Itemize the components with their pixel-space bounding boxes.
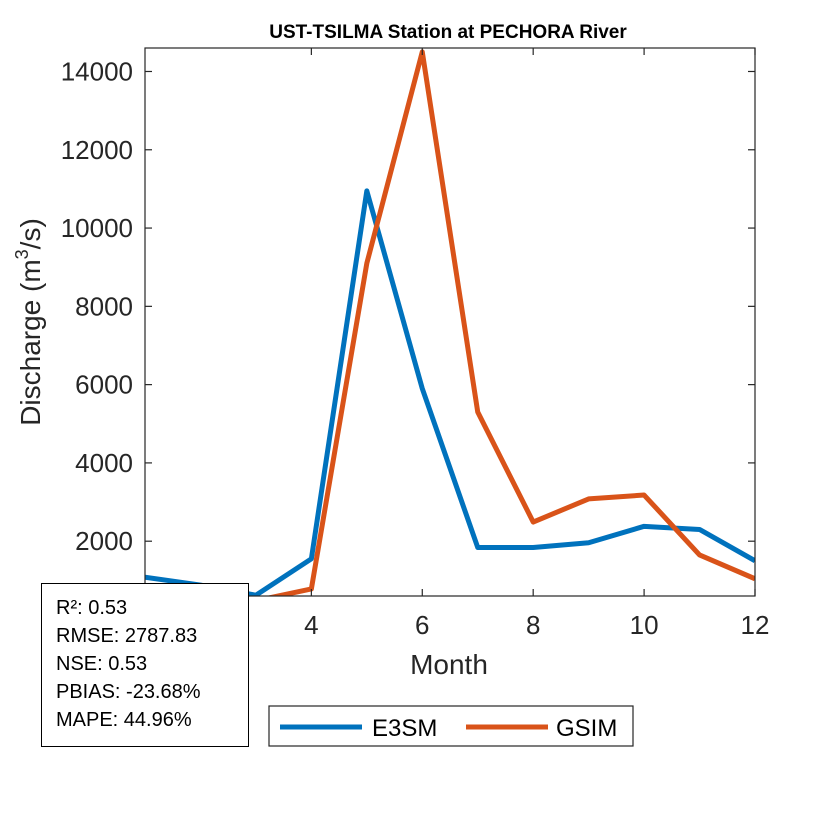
y-tick-label-8000: 8000: [75, 291, 133, 321]
stats-box: R²: 0.53 RMSE: 2787.83 NSE: 0.53 PBIAS: …: [41, 583, 249, 747]
x-tick-label-6: 6: [415, 610, 429, 640]
y-axis-label-main: Discharge (m: [15, 259, 46, 425]
stat-nse: NSE: 0.53: [56, 653, 148, 675]
stat-rmse: RMSE: 2787.83: [56, 625, 198, 647]
y-tick-label-6000: 6000: [75, 370, 133, 400]
x-axis-label: Month: [410, 649, 488, 680]
legend-label-gsim: GSIM: [556, 715, 617, 742]
y-tick-label-2000: 2000: [75, 526, 133, 556]
series-line-e3sm: [145, 188, 755, 596]
stat-mape: MAPE: 44.96%: [56, 709, 192, 731]
series-line-gsim: [266, 49, 755, 596]
legend-label-e3sm: E3SM: [372, 715, 437, 742]
x-tick-label-4: 4: [304, 610, 318, 640]
y-axis-label: Discharge (m3/s): [12, 218, 46, 426]
tick-layer: 4 6 8 10 12 2000 4000 6000 8000 10000 12000 14000: [61, 48, 770, 640]
y-axis-label-sup: 3: [12, 249, 32, 259]
y-tick-label-12000: 12000: [61, 135, 133, 165]
series-layer: [145, 49, 755, 596]
y-axis-label-tail: /s): [15, 218, 46, 249]
y-tick-label-10000: 10000: [61, 213, 133, 243]
x-tick-label-10: 10: [630, 610, 659, 640]
legend: E3SM GSIM: [268, 705, 634, 747]
x-tick-label-12: 12: [741, 610, 770, 640]
stat-pbias: PBIAS: -23.68%: [56, 681, 201, 703]
stat-r2: R²: 0.53: [56, 597, 128, 619]
chart-title: UST-TSILMA Station at PECHORA River: [269, 22, 627, 43]
x-tick-label-8: 8: [526, 610, 540, 640]
y-tick-label-4000: 4000: [75, 448, 133, 478]
plot-frame: [144, 47, 756, 597]
y-tick-label-14000: 14000: [61, 56, 133, 86]
